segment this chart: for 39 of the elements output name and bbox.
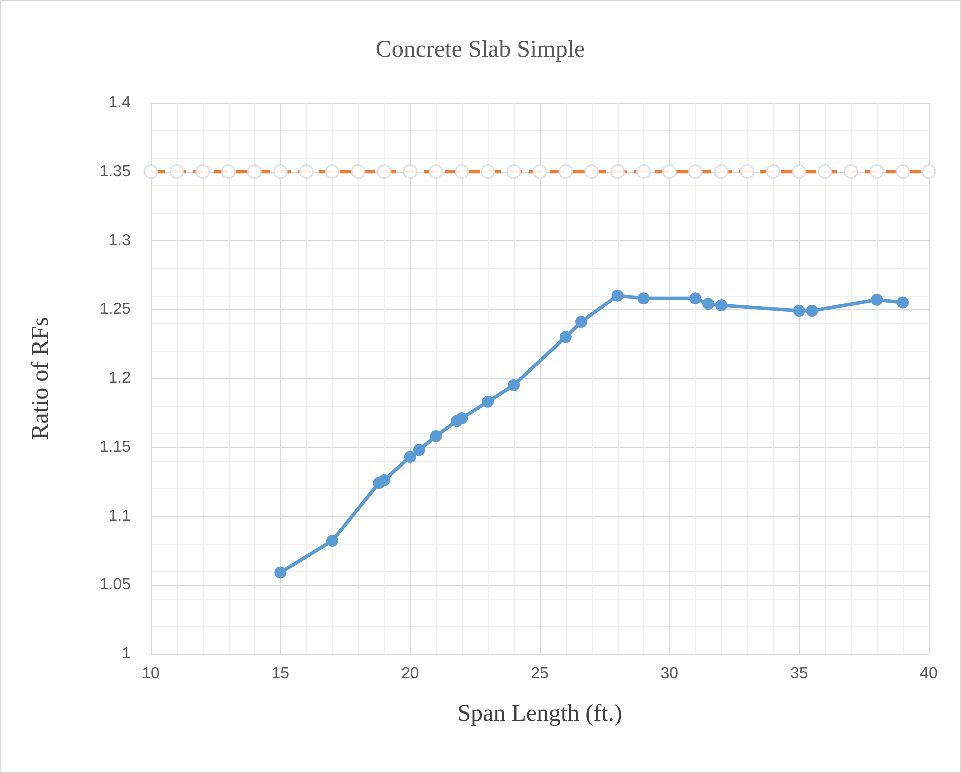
x-tick-label: 25 bbox=[531, 666, 549, 682]
y-axis-title: Ratio of RFs bbox=[28, 317, 54, 440]
point bbox=[404, 451, 416, 464]
y-tick-label: 1.25 bbox=[100, 301, 132, 318]
x-axis-title: Span Length (ft.) bbox=[458, 701, 622, 727]
x-tick-label: 10 bbox=[142, 666, 160, 682]
y-tick-label: 1.4 bbox=[108, 94, 132, 112]
point bbox=[793, 305, 806, 317]
point bbox=[508, 379, 520, 392]
x-tick-label: 20 bbox=[401, 666, 420, 682]
point bbox=[806, 305, 818, 317]
x-tick-label: 15 bbox=[272, 666, 290, 682]
point bbox=[612, 290, 624, 302]
y-tick-label: 1.1 bbox=[108, 508, 132, 525]
chart-title: Concrete Slab Simple bbox=[376, 37, 586, 63]
point bbox=[576, 316, 588, 328]
x-tick-label: 40 bbox=[920, 666, 938, 682]
point bbox=[482, 396, 494, 408]
y-tick-label: 1.05 bbox=[100, 576, 132, 594]
x-tick-label: 35 bbox=[790, 666, 808, 682]
y-tick-label: 1.2 bbox=[108, 370, 132, 387]
y-tick-label: 1.3 bbox=[108, 232, 132, 250]
y-tick-label: 1.35 bbox=[100, 163, 132, 180]
point bbox=[716, 299, 728, 312]
y-tick-label: 1.15 bbox=[100, 438, 132, 456]
point bbox=[702, 298, 715, 310]
point bbox=[897, 296, 910, 309]
point bbox=[638, 292, 650, 305]
point bbox=[378, 474, 390, 486]
point bbox=[560, 331, 572, 344]
y-tick-label: 1 bbox=[122, 646, 132, 662]
point bbox=[690, 292, 702, 305]
point bbox=[871, 294, 884, 306]
point bbox=[274, 566, 287, 579]
point bbox=[430, 430, 442, 442]
point bbox=[456, 412, 468, 424]
x-tick-label: 30 bbox=[660, 666, 679, 682]
point bbox=[326, 535, 339, 548]
point bbox=[413, 444, 426, 456]
